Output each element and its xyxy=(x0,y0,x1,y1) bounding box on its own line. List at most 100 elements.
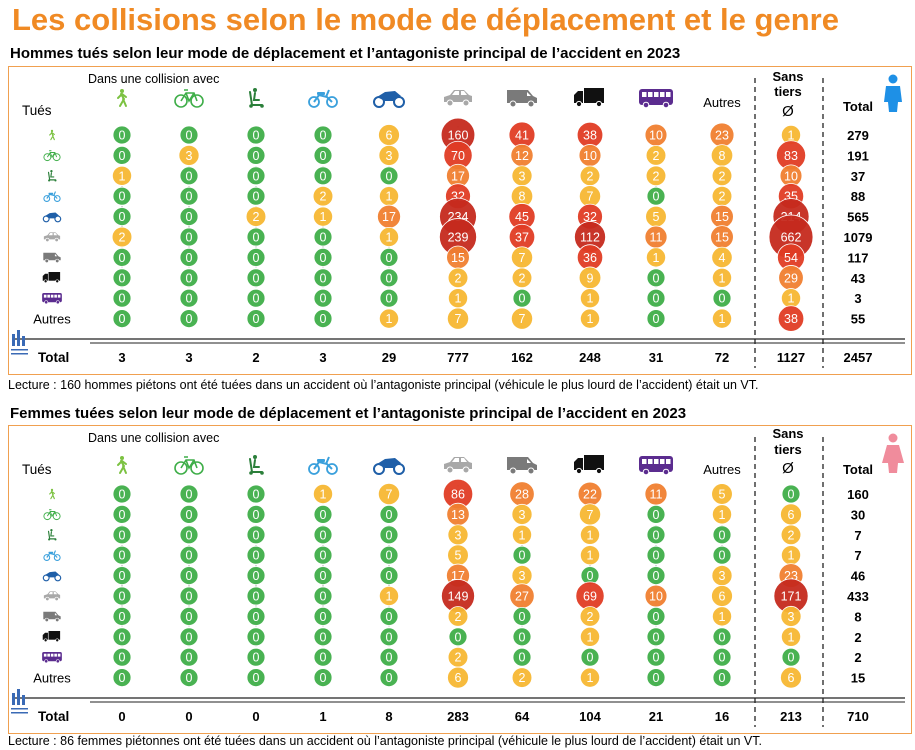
column-total: 777 xyxy=(447,350,469,365)
scooter-icon-wheel xyxy=(48,179,51,182)
row-icon-3 xyxy=(47,529,57,541)
data-label: 3 xyxy=(386,149,393,163)
data-label: 0 xyxy=(719,528,726,542)
data-bubble xyxy=(379,268,399,288)
data-label: 10 xyxy=(583,149,597,163)
data-label: 0 xyxy=(320,292,327,306)
data-bubble xyxy=(711,308,733,329)
data-bubble xyxy=(579,545,601,566)
data-label: 5 xyxy=(719,488,726,502)
no-third-party-symbol: Ø xyxy=(782,460,794,477)
data-label: 3 xyxy=(519,508,526,522)
data-label: 171 xyxy=(781,590,802,604)
bus-icon-wheel xyxy=(642,101,650,109)
bus-icon-wheel xyxy=(44,300,49,305)
bus-icon-window xyxy=(54,653,57,657)
data-bubble xyxy=(112,247,132,267)
data-label: 0 xyxy=(186,488,193,502)
data-bubble xyxy=(378,144,400,166)
data-bubble xyxy=(377,482,401,506)
column-icon-5 xyxy=(373,91,405,108)
van-icon-wheel xyxy=(44,617,49,622)
gender-figure-icon xyxy=(882,433,904,473)
van-icon-wheel xyxy=(55,617,60,622)
data-bubble xyxy=(645,145,667,166)
row-total: 7 xyxy=(854,528,861,543)
data-bubble xyxy=(246,668,266,688)
data-label: 6 xyxy=(719,590,726,604)
data-label: 0 xyxy=(119,149,126,163)
data-bubble xyxy=(112,647,132,667)
bus-icon-window xyxy=(666,459,671,464)
data-label: 0 xyxy=(653,549,660,563)
data-label: 1 xyxy=(119,169,126,183)
car-icon-wheel xyxy=(446,99,454,107)
logo-line xyxy=(11,712,28,714)
data-label: 0 xyxy=(186,569,193,583)
data-bubble xyxy=(712,288,732,308)
data-label: 0 xyxy=(186,671,193,685)
data-bubble xyxy=(646,668,666,688)
data-bubble xyxy=(179,505,199,524)
column-icon-4 xyxy=(308,89,338,108)
data-bubble xyxy=(246,125,266,145)
van-icon-window xyxy=(54,612,58,616)
column-total: 64 xyxy=(515,709,530,724)
data-label: 0 xyxy=(253,549,260,563)
moped-icon-seat xyxy=(48,551,54,554)
column-icon-9 xyxy=(639,89,673,109)
truck-icon-wheel xyxy=(575,467,583,475)
data-label: 7 xyxy=(587,508,594,522)
data-bubble xyxy=(379,505,399,524)
data-bubble xyxy=(246,186,266,206)
row-total: 37 xyxy=(851,169,865,184)
data-bubble xyxy=(246,484,266,504)
bus-icon-window xyxy=(54,294,57,298)
data-bubble xyxy=(112,125,132,145)
data-label: 13 xyxy=(451,508,465,522)
data-label: 0 xyxy=(253,231,260,245)
data-bubble xyxy=(112,288,132,308)
data-bubble xyxy=(312,185,334,207)
data-bubble xyxy=(781,647,801,667)
data-bubble xyxy=(111,226,133,248)
data-label: 0 xyxy=(253,271,260,285)
truck-icon-wheel xyxy=(43,279,48,284)
data-bubble xyxy=(379,566,399,586)
data-bubble xyxy=(646,627,666,647)
bicycle-icon-wheel xyxy=(190,461,204,475)
bicycle-icon-frame xyxy=(46,509,58,518)
data-label: 0 xyxy=(653,671,660,685)
data-label: 0 xyxy=(719,630,726,644)
data-bubble xyxy=(112,207,132,227)
data-label: 0 xyxy=(587,569,594,583)
column-icon-2 xyxy=(174,89,204,108)
bus-icon-wheel xyxy=(55,300,60,305)
van-icon-wheel xyxy=(509,100,517,108)
data-label: 0 xyxy=(119,190,126,204)
car-icon-wheel xyxy=(45,596,50,601)
data-label: 0 xyxy=(186,271,193,285)
ministry-logo-icon xyxy=(11,689,28,714)
data-bubble xyxy=(179,484,199,504)
collision-header: Dans une collision avec xyxy=(88,431,219,445)
column-total: 104 xyxy=(579,709,601,724)
pedestrian-icon xyxy=(50,129,54,133)
data-bubble xyxy=(646,545,666,565)
column-header-others: Autres xyxy=(703,462,741,477)
data-label: 0 xyxy=(119,488,126,502)
motorcycle-icon-body xyxy=(45,571,59,578)
truck-icon-cab xyxy=(42,632,48,640)
data-label: 0 xyxy=(253,251,260,265)
data-bubble xyxy=(313,668,333,688)
data-label: 0 xyxy=(119,590,126,604)
data-bubble xyxy=(512,647,532,667)
row-total: 3 xyxy=(854,291,861,306)
data-label: 0 xyxy=(186,231,193,245)
van-icon xyxy=(507,90,537,103)
data-bubble xyxy=(510,307,534,330)
logo-line xyxy=(11,708,28,710)
scooter-icon-wheel xyxy=(48,538,51,541)
total-row-label: Total xyxy=(38,350,69,365)
data-label: 45 xyxy=(515,210,529,224)
